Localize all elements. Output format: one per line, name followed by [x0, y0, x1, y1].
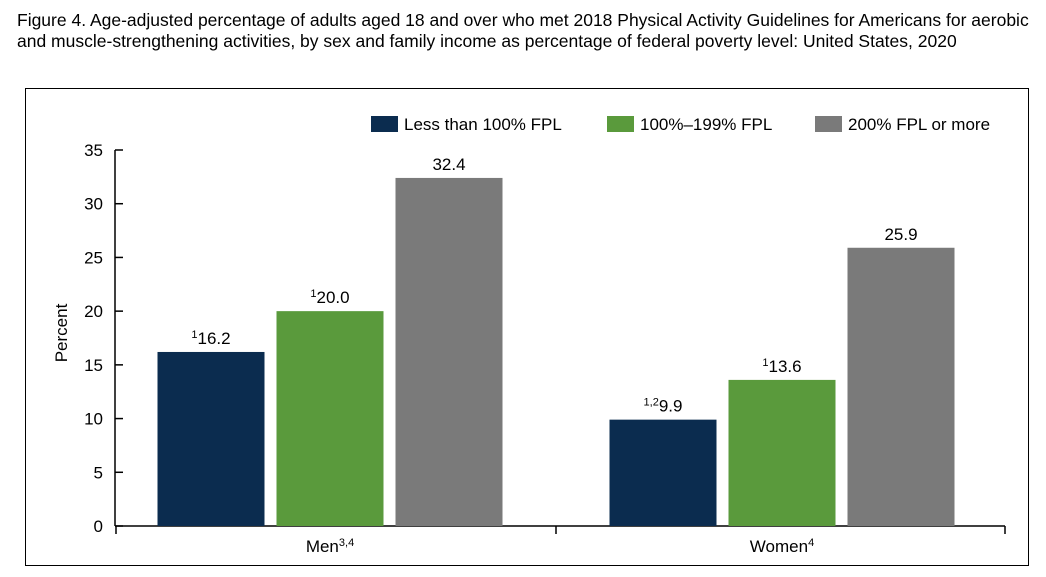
- bar-value-label: 116.2: [191, 329, 230, 348]
- legend: Less than 100% FPL 100%–199% FPL 200% FPL …: [371, 115, 990, 134]
- bar-value-label: 25.9: [884, 225, 917, 244]
- chart-frame: [25, 88, 1029, 566]
- y-tick-label: 0: [94, 517, 103, 536]
- chart-title: Figure 4. Age-adjusted percentage of adu…: [17, 10, 1029, 51]
- y-tick-label: 25: [84, 248, 103, 267]
- bar: [395, 177, 503, 526]
- bars: 116.2 1,29.9 120.0 113.6 32.4 25.9: [157, 155, 955, 526]
- bar: [728, 379, 836, 526]
- bar-value-label: 1,29.9: [644, 397, 683, 416]
- y-tick-label: 15: [84, 356, 103, 375]
- legend-label: Less than 100% FPL: [404, 115, 562, 134]
- legend-label: 100%–199% FPL: [640, 115, 772, 134]
- y-tick-label: 30: [84, 195, 103, 214]
- y-axis-label: Percent: [52, 303, 71, 362]
- y-tick-label: 5: [94, 463, 103, 482]
- y-tick-label: 20: [84, 302, 103, 321]
- bar-value-label: 113.6: [762, 357, 801, 376]
- bar: [609, 419, 717, 526]
- bar: [276, 311, 384, 526]
- y-tick-label: 35: [84, 141, 103, 160]
- bar: [157, 351, 265, 526]
- legend-swatch: [371, 116, 398, 132]
- legend-swatch: [815, 116, 842, 132]
- x-category-label: Men3,4: [306, 537, 354, 556]
- bar-value-label: 32.4: [432, 155, 465, 174]
- axes: 0 5 10 15 20 25 30 35 Men3,4 Women4: [84, 141, 1006, 556]
- bar-value-label: 120.0: [310, 288, 349, 307]
- y-tick-label: 10: [84, 410, 103, 429]
- legend-swatch: [607, 116, 634, 132]
- x-category-label: Women4: [750, 537, 814, 556]
- bar: [847, 247, 955, 526]
- legend-label: 200% FPL or more: [848, 115, 990, 134]
